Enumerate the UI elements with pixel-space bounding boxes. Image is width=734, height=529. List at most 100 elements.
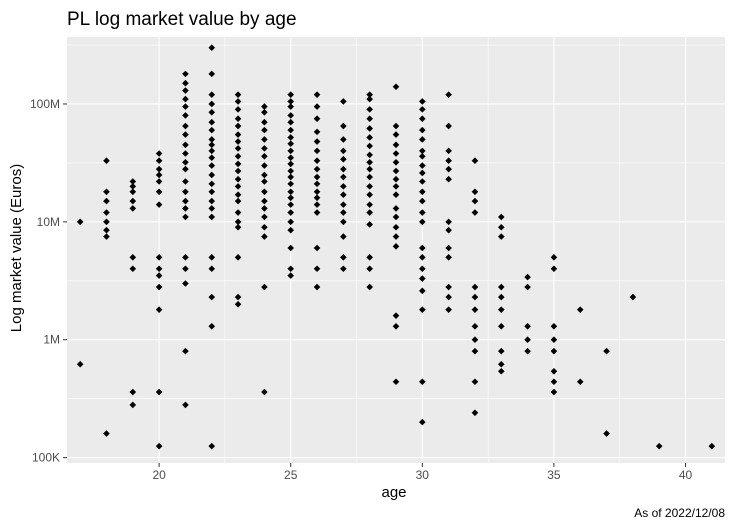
data-point: [208, 322, 216, 330]
x-tick-label: 30: [416, 468, 430, 482]
data-point: [419, 188, 426, 196]
data-point: [419, 169, 426, 177]
data-point: [129, 197, 137, 205]
data-point: [445, 226, 452, 234]
data-point: [708, 442, 716, 450]
data-point: [366, 183, 373, 190]
data-point: [182, 141, 189, 149]
data-point: [208, 197, 216, 205]
y-tick-label: 10M: [37, 215, 60, 229]
data-point: [261, 213, 268, 221]
data-point: [129, 183, 137, 190]
data-point: [208, 70, 216, 78]
data-point: [287, 126, 295, 134]
data-point: [103, 430, 110, 437]
data-point: [603, 430, 610, 437]
data-point: [208, 180, 216, 188]
data-point: [340, 265, 347, 273]
data-point: [182, 347, 189, 355]
data-point: [313, 147, 321, 155]
data-point: [103, 197, 110, 205]
data-point: [419, 115, 426, 123]
data-point: [550, 367, 558, 375]
data-point: [234, 254, 242, 261]
data-point: [471, 197, 479, 205]
data-point: [208, 213, 216, 221]
data-point: [366, 209, 373, 216]
data-point: [366, 201, 373, 208]
data-point: [261, 126, 268, 134]
data-point: [497, 233, 505, 240]
data-point: [366, 142, 373, 150]
data-point: [208, 205, 216, 212]
data-point: [471, 322, 479, 330]
data-point: [261, 145, 268, 152]
data-point: [340, 173, 347, 181]
data-point: [340, 201, 347, 208]
data-point: [234, 218, 242, 226]
data-points: [76, 44, 716, 450]
data-point: [155, 388, 163, 396]
data-point: [103, 209, 110, 216]
y-axis: 100K 1M 10M 100M: [30, 97, 67, 465]
data-point: [340, 122, 347, 130]
data-point: [287, 272, 295, 279]
data-point: [287, 188, 295, 196]
data-point: [419, 178, 426, 185]
data-point: [155, 306, 163, 313]
data-point: [366, 283, 373, 291]
data-point: [471, 347, 479, 355]
data-point: [419, 418, 426, 426]
data-point: [524, 322, 531, 330]
data-point: [471, 306, 479, 313]
data-point: [234, 122, 242, 130]
data-point: [340, 218, 347, 226]
data-point: [129, 205, 137, 212]
data-point: [392, 191, 400, 198]
data-point: [550, 388, 558, 396]
data-point: [287, 265, 295, 273]
data-point: [340, 191, 347, 198]
data-point: [340, 98, 347, 105]
data-point: [182, 87, 189, 94]
data-point: [234, 145, 242, 152]
data-point: [419, 218, 426, 226]
data-point: [392, 122, 400, 130]
data-point: [497, 322, 505, 330]
data-point: [182, 254, 189, 261]
data-point: [392, 150, 400, 157]
data-point: [208, 442, 216, 450]
data-point: [182, 103, 189, 110]
data-point: [208, 293, 216, 301]
data-point: [155, 188, 163, 196]
data-point: [445, 283, 452, 291]
data-point: [234, 293, 242, 301]
data-point: [261, 152, 268, 160]
data-point: [471, 188, 479, 196]
data-point: [419, 244, 426, 252]
data-point: [155, 254, 163, 261]
data-point: [182, 131, 189, 138]
data-point: [261, 171, 268, 179]
data-point: [261, 197, 268, 205]
data-point: [313, 128, 321, 136]
data-point: [287, 218, 295, 226]
data-point: [287, 209, 295, 216]
data-point: [366, 254, 373, 261]
data-point: [524, 336, 531, 344]
data-point: [129, 388, 137, 396]
data-point: [182, 178, 189, 185]
data-point: [261, 178, 268, 185]
data-point: [392, 159, 400, 166]
data-point: [287, 167, 295, 175]
data-point: [471, 157, 479, 165]
data-point: [366, 106, 373, 113]
data-point: [445, 218, 452, 226]
data-point: [287, 134, 295, 141]
data-point: [261, 283, 268, 291]
data-point: [208, 91, 216, 98]
data-point: [550, 347, 558, 355]
data-point: [76, 360, 84, 368]
data-point: [261, 103, 268, 110]
data-point: [313, 103, 321, 110]
